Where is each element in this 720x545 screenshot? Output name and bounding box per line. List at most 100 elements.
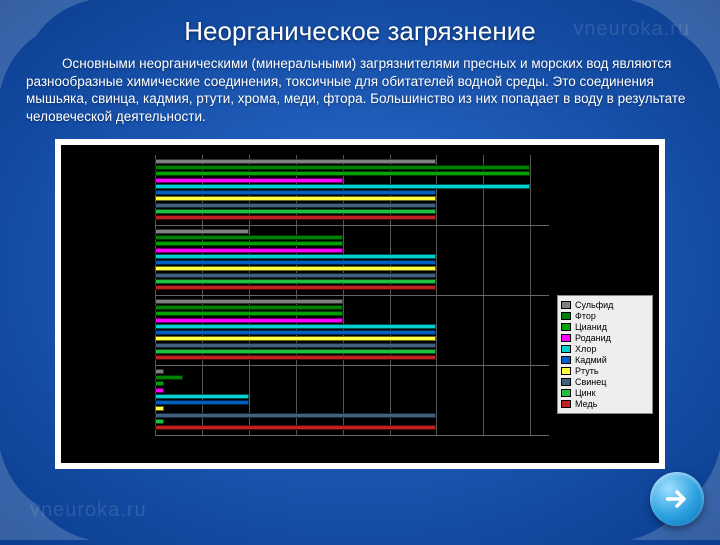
legend-swatch (561, 367, 571, 375)
bar (155, 324, 436, 329)
legend-label: Свинец (575, 377, 606, 387)
legend-swatch (561, 400, 571, 408)
bar-value-label: 4 (533, 183, 537, 190)
bar-value-label: 1 (252, 228, 256, 235)
legend-item: Свинец (561, 377, 649, 387)
bar-value-label: 0.1 (167, 405, 177, 412)
bar (155, 260, 436, 265)
watermark-top: vneuroka.ru (573, 18, 690, 41)
legend-item: Хлор (561, 344, 649, 354)
bar (155, 394, 249, 399)
legend-swatch (561, 312, 571, 320)
bar-value-label: 3 (439, 354, 443, 361)
bar (155, 419, 164, 424)
bar-value-label: 2 (346, 177, 350, 184)
chart-frame: 3442433333122233333322223333330.10.30.10… (55, 139, 665, 469)
category-separator (155, 295, 549, 296)
legend-item: Цианид (561, 322, 649, 332)
bar-value-label: 0.3 (186, 374, 196, 381)
x-tick-label: 1,5 (289, 446, 303, 457)
legend-label: Ртуть (575, 366, 599, 376)
legend-swatch (561, 345, 571, 353)
next-button[interactable] (650, 472, 704, 526)
legend-item: Кадмий (561, 355, 649, 365)
bar-value-label: 0.1 (167, 368, 177, 375)
bar-value-label: 3 (439, 424, 443, 431)
y-category-label: Моллюски (63, 255, 149, 266)
legend-label: Цинк (575, 388, 596, 398)
bar (155, 229, 249, 234)
y-category-label: Ракообразные (63, 325, 149, 336)
bar (155, 388, 164, 393)
bar-value-label: 3 (439, 214, 443, 221)
watermark-bottom: vneuroka.ru (30, 499, 147, 522)
bar (155, 203, 436, 208)
body-text: Основными неорганическими (минеральными)… (26, 56, 685, 124)
bar (155, 311, 343, 316)
bar (155, 425, 436, 430)
bar-value-label: 3 (439, 158, 443, 165)
x-tick-label: 0 (152, 446, 158, 457)
bar (155, 413, 436, 418)
bar (155, 330, 436, 335)
bar (155, 406, 164, 411)
legend-label: Цианид (575, 322, 607, 332)
legend: СульфидФторЦианидРоданидХлорКадмийРтутьС… (557, 295, 653, 414)
bar (155, 279, 436, 284)
bar (155, 375, 183, 380)
bar (155, 305, 343, 310)
legend-label: Фтор (575, 311, 596, 321)
bar (155, 184, 530, 189)
legend-swatch (561, 334, 571, 342)
bar (155, 215, 436, 220)
legend-swatch (561, 378, 571, 386)
bar (155, 400, 249, 405)
bar (155, 349, 436, 354)
chart-canvas: 3442433333122233333322223333330.10.30.10… (61, 145, 659, 463)
bar (155, 369, 164, 374)
bar-value-label: 3 (439, 284, 443, 291)
body-paragraph: Основными неорганическими (минеральными)… (0, 47, 720, 135)
bar (155, 241, 343, 246)
x-tick-label: 0,5 (195, 446, 209, 457)
bar (155, 299, 343, 304)
plot-area: 3442433333122233333322223333330.10.30.10… (155, 155, 549, 435)
legend-item: Цинк (561, 388, 649, 398)
bar (155, 209, 436, 214)
legend-label: Кадмий (575, 355, 607, 365)
bar (155, 343, 436, 348)
bar-value-label: 0.1 (167, 387, 177, 394)
legend-item: Ртуть (561, 366, 649, 376)
bar (155, 165, 530, 170)
bar-value-label: 4 (533, 170, 537, 177)
bar (155, 159, 436, 164)
category-separator (155, 225, 549, 226)
bar (155, 235, 343, 240)
legend-label: Медь (575, 399, 597, 409)
legend-swatch (561, 301, 571, 309)
legend-item: Медь (561, 399, 649, 409)
x-tick-label: 1 (246, 446, 252, 457)
legend-label: Сульфид (575, 300, 613, 310)
x-tick-label: 4 (527, 446, 533, 457)
bar (155, 266, 436, 271)
bar (155, 285, 436, 290)
bar (155, 381, 164, 386)
corner-ornament-tl (0, 0, 90, 90)
bar-value-label: 3 (439, 412, 443, 419)
bar (155, 336, 436, 341)
legend-swatch (561, 389, 571, 397)
arrow-right-icon (663, 485, 691, 513)
bar (155, 318, 343, 323)
legend-label: Хлор (575, 344, 596, 354)
bar (155, 248, 343, 253)
bar-value-label: 0.1 (167, 418, 177, 425)
bar (155, 254, 436, 259)
y-category-label: Планктон (63, 395, 149, 406)
legend-item: Фтор (561, 311, 649, 321)
legend-swatch (561, 323, 571, 331)
bar-value-label: 2 (346, 317, 350, 324)
legend-swatch (561, 356, 571, 364)
legend-item: Сульфид (561, 300, 649, 310)
legend-item: Роданид (561, 333, 649, 343)
